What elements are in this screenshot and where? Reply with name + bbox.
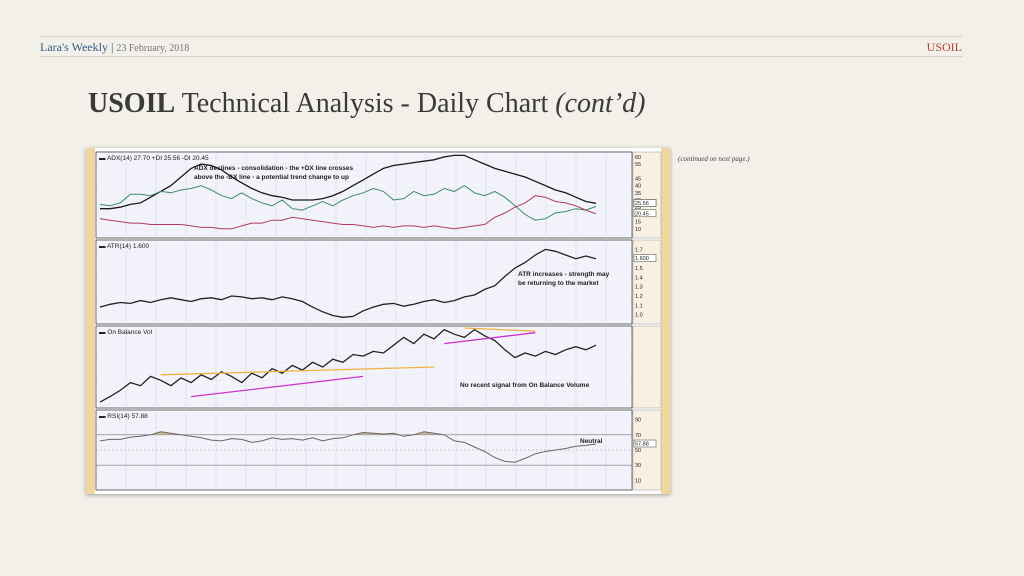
adx-panel-frame [95, 151, 633, 239]
adx-value-label: 25.56 [635, 201, 649, 207]
adx-axis-panel [632, 151, 662, 239]
title-suffix: (cont’d) [555, 88, 646, 119]
obv-series-line [99, 328, 597, 403]
atr-value-tag [633, 254, 657, 262]
obv-annotation: No recent signal from On Balance Volume [460, 382, 590, 389]
atr-ytick-label: 1.4 [635, 275, 643, 281]
adx-annotation: ADX declines - consolidation - the +DX l… [194, 165, 353, 172]
rsi-series-line [99, 431, 597, 463]
rsi-ytick-label: 90 [635, 418, 641, 424]
atr-ytick-label: 1.3 [635, 285, 643, 291]
adx-value-tag [633, 209, 657, 218]
atr-ytick-label: 1.7 [635, 247, 643, 253]
adx-ytick-label: 55 [635, 162, 641, 168]
header-separator: | [110, 40, 114, 54]
atr-value-label: 1.600 [635, 256, 649, 262]
left-axis-bar [86, 148, 95, 494]
atr-axis-panel [632, 239, 662, 325]
obv-trendline [464, 327, 536, 332]
rsi-value-label: 57.88 [635, 442, 649, 448]
atr-annotation: ATR increases - strength may [518, 271, 610, 278]
slide-title: USOIL Technical Analysis - Daily Chart (… [88, 88, 645, 120]
atr-panel-title: ▬ ATR(14) 1.600 [99, 243, 149, 250]
rsi-annotation: Neutral [580, 438, 603, 445]
rsi-value-tag [633, 439, 657, 448]
rsi-ytick-label: 50 [635, 448, 641, 454]
adx-ytick-label: 45 [635, 176, 641, 182]
title-symbol: USOIL [88, 88, 176, 119]
obv-axis-panel [632, 325, 662, 409]
header-symbol: USOIL [926, 40, 962, 54]
header-bottom-rule [40, 56, 962, 57]
chart-frame: ▬ ADX(14) 27.70 +DI 25.56 -DI 20.45 60 55 4… [86, 148, 670, 494]
obv-panel-frame [95, 325, 633, 409]
rsi-ytick-label: 30 [635, 463, 641, 469]
atr-ytick-label: 1.2 [635, 294, 643, 300]
atr-ytick-label: 1.1 [635, 303, 643, 309]
adx-ytick-label: 25 [635, 205, 641, 211]
plus_di-series-line [99, 185, 597, 221]
adx-ytick-label: 40 [635, 184, 641, 190]
atr-ytick-label: 1.0 [635, 313, 643, 319]
rsi-panel-title: ▬ RSI(14) 57.88 [99, 413, 148, 420]
rsi-ytick-label: 10 [635, 478, 641, 484]
minus_di-series-line [99, 195, 597, 230]
adx-ytick-label: 10 [635, 227, 641, 233]
obv-trendline [444, 332, 536, 345]
right-axis-bar [661, 148, 670, 494]
slide-header: Lara's Weekly | 23 February, 2018 USOIL [40, 38, 962, 56]
continued-note: (continued on next page.) [678, 155, 750, 163]
brand-name: Lara's Weekly [40, 40, 108, 54]
obv-trendline [191, 375, 364, 398]
adx-ytick-label: 15 [635, 220, 641, 226]
atr-annotation: be returning to the market [518, 280, 599, 287]
obv-trendline [160, 366, 435, 376]
header-top-rule [40, 36, 962, 37]
atr-ytick-label: 1.5 [635, 266, 643, 272]
adx-value-tag [633, 199, 657, 207]
header-date: 23 February, 2018 [116, 43, 190, 54]
brand-line: Lara's Weekly | 23 February, 2018 [40, 40, 189, 55]
adx-ytick-label: 60 [635, 155, 641, 161]
atr-series-line [99, 248, 597, 318]
rsi-ytick-label: 70 [635, 433, 641, 439]
title-main: Technical Analysis - Daily Chart [181, 88, 549, 119]
rsi-axis-panel [632, 409, 662, 491]
adx-panel-title: ▬ ADX(14) 27.70 +DI 25.56 -DI 20.45 [99, 155, 209, 162]
adx-series-line [100, 154, 597, 210]
adx-annotation: above the -DX line - a potential trend c… [194, 174, 349, 181]
adx-ytick-label: 35 [635, 191, 641, 197]
adx-value-label: 20.45 [635, 211, 649, 217]
obv-panel-title: ▬ On Balance Vol [99, 329, 153, 336]
